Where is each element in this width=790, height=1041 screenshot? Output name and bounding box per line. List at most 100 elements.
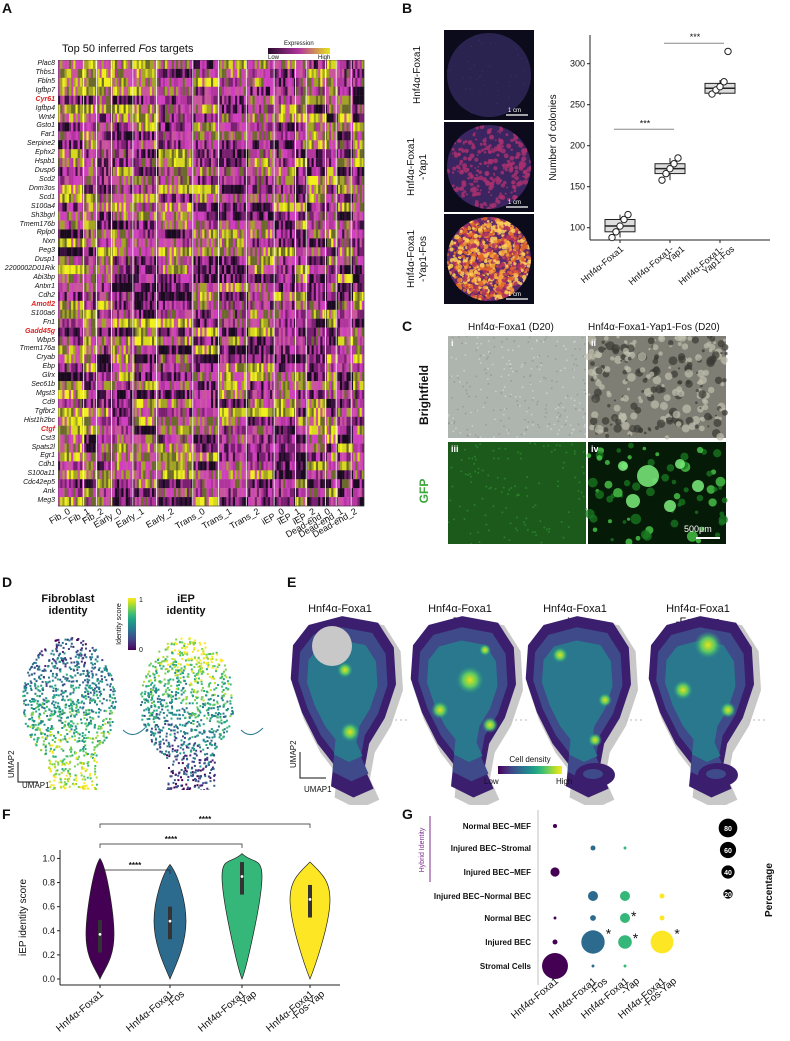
heatmap-cell: [309, 122, 312, 132]
heatmap-cell: [213, 318, 216, 328]
heatmap-cell: [256, 247, 260, 257]
heatmap-cell: [130, 68, 133, 79]
heatmap-cell: [298, 300, 301, 310]
heatmap-cell: [151, 283, 155, 293]
heatmap-cell: [200, 265, 203, 275]
heatmap-cell: [82, 68, 85, 79]
heatmap-cell: [331, 167, 334, 177]
heatmap-cell: [92, 345, 96, 355]
heatmap-cell: [125, 256, 129, 266]
heatmap-cell: [346, 131, 349, 141]
heatmap-cell: [289, 229, 293, 239]
heatmap-cell: [342, 86, 345, 96]
heatmap-cell: [359, 265, 363, 275]
heatmap-cell: [206, 229, 210, 239]
heatmap-cell: [263, 167, 266, 177]
heatmap-cell: [108, 158, 111, 168]
heatmap-cell: [62, 309, 65, 319]
heatmap-cell: [232, 202, 236, 212]
heatmap-cell: [248, 60, 251, 70]
heatmap-cell: [84, 184, 87, 194]
heatmap-cell: [195, 68, 199, 79]
heatmap-cell: [272, 149, 275, 159]
heatmap-cell: [357, 193, 360, 203]
heatmap-cell: [195, 211, 199, 221]
heatmap-cell: [331, 113, 334, 123]
heatmap-cell: [123, 238, 126, 248]
heatmap-cell: [136, 167, 140, 177]
heatmap-cell: [274, 122, 277, 132]
gene-label: Serpine2: [26, 140, 55, 148]
heatmap-cell: [84, 300, 87, 310]
heatmap-cell: [101, 354, 105, 364]
heatmap-cell: [171, 113, 175, 123]
heatmap-cell: [211, 184, 214, 194]
heatmap-cell: [346, 220, 349, 230]
heatmap-cell: [119, 104, 122, 114]
heatmap-cell: [156, 300, 159, 310]
heatmap-cell: [204, 309, 207, 319]
heatmap-cell: [86, 167, 89, 177]
heatmap-cell: [335, 104, 338, 114]
heatmap-cell: [108, 95, 111, 105]
heatmap-cell: [339, 274, 343, 284]
heatmap-cell: [241, 283, 244, 293]
heatmap-cell: [300, 149, 303, 159]
heatmap-cell: [211, 363, 214, 373]
heatmap-cell: [250, 131, 253, 141]
heatmap-cell: [165, 309, 168, 319]
heatmap-cell: [200, 309, 203, 319]
heatmap-cell: [300, 193, 303, 203]
heatmap-cell: [346, 363, 349, 373]
heatmap-cell: [97, 345, 100, 355]
heatmap-cell: [329, 309, 332, 319]
heatmap-cell: [333, 238, 336, 248]
gene-label: Dusp1: [34, 256, 55, 264]
heatmap-cell: [143, 184, 146, 194]
heatmap-cell: [333, 247, 336, 257]
heatmap-cell: [68, 265, 72, 275]
heatmap-cell: [272, 363, 275, 373]
heatmap-cell: [200, 345, 203, 355]
heatmap-cell: [200, 229, 203, 239]
heatmap-cell: [197, 327, 201, 337]
heatmap-cell: [346, 238, 349, 248]
heatmap-cell: [243, 131, 247, 141]
heatmap-cell: [90, 122, 94, 132]
heatmap-cell: [248, 309, 251, 319]
heatmap-cell: [248, 86, 251, 96]
heatmap-cell: [355, 86, 358, 96]
heatmap-cell: [259, 167, 262, 177]
heatmap-cell: [112, 104, 116, 114]
heatmap-cell: [315, 283, 319, 293]
heatmap-cell: [145, 327, 148, 337]
heatmap-cell: [344, 175, 347, 186]
heatmap-cell: [315, 300, 319, 310]
heatmap-cell: [176, 122, 179, 132]
heatmap-cell: [154, 283, 157, 293]
heatmap-cell: [265, 345, 269, 355]
heatmap-cell: [302, 336, 306, 346]
heatmap-cell: [143, 336, 146, 346]
heatmap-cell: [66, 122, 70, 132]
heatmap-cell: [224, 122, 227, 132]
heatmap-cell: [326, 309, 330, 319]
heatmap-cell: [186, 95, 190, 105]
heatmap-cell: [197, 247, 201, 257]
heatmap-cell: [280, 300, 284, 310]
heatmap-cell: [263, 265, 266, 275]
heatmap-cell: [300, 202, 303, 212]
heatmap-cell: [278, 354, 282, 364]
heatmap-cell: [195, 309, 199, 319]
heatmap-cell: [160, 122, 164, 132]
heatmap-cell: [169, 104, 172, 114]
heatmap-cell: [346, 265, 349, 275]
heatmap-cell: [348, 345, 352, 355]
heatmap-cell: [184, 184, 188, 194]
heatmap-cell: [138, 193, 142, 203]
heatmap-cell: [280, 220, 284, 230]
heatmap-cell: [211, 256, 214, 266]
heatmap-cell: [58, 300, 61, 310]
heatmap-cell: [178, 363, 181, 373]
heatmap-cell: [302, 256, 306, 266]
